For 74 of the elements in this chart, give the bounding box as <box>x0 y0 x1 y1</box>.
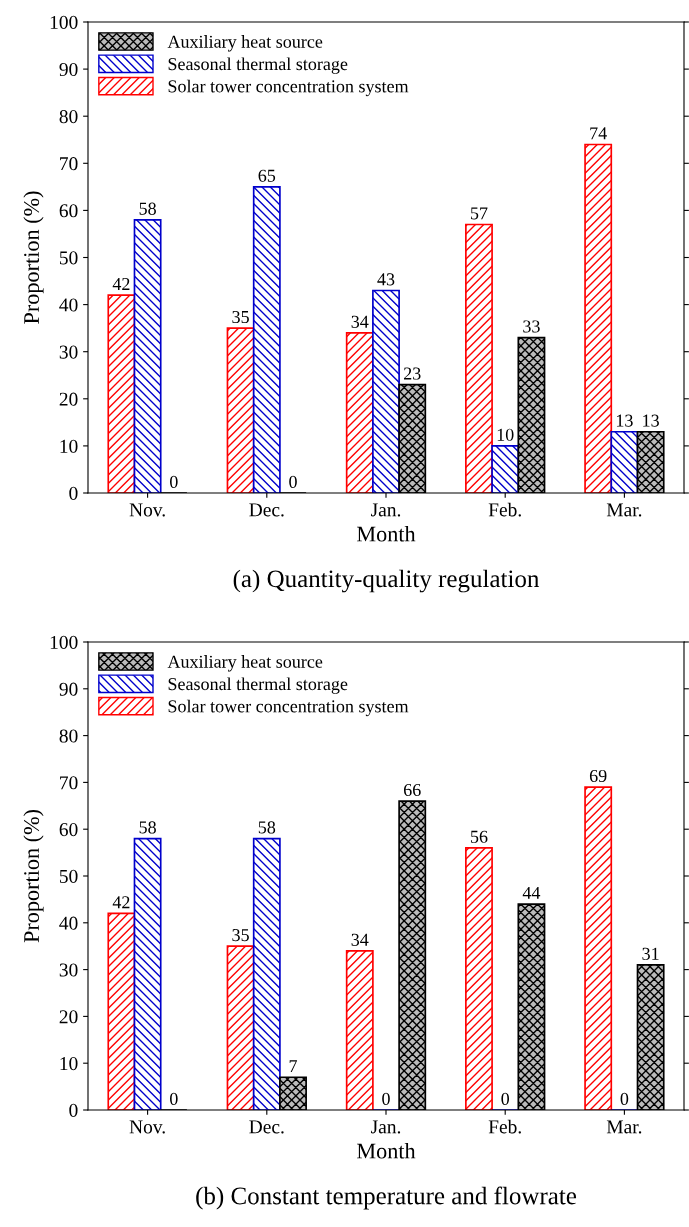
x-tick-label: Nov. <box>129 503 165 517</box>
legend-label: Solar tower concentration system <box>168 79 409 97</box>
x-tick-label: Mar. <box>606 503 642 517</box>
x-tick-label: Mar. <box>606 1120 642 1134</box>
data-label: 23 <box>403 367 421 380</box>
data-label: 7 <box>289 1060 298 1073</box>
y-tick-label: 30 <box>59 345 78 359</box>
legend-label: Seasonal thermal storage <box>168 677 348 694</box>
y-tick-label: 40 <box>59 298 78 312</box>
y-tick-label: 70 <box>60 776 78 790</box>
data-label: 35 <box>232 310 249 324</box>
x-tick-label: Feb. <box>488 502 521 517</box>
y-axis-title: Proportion (%) <box>23 810 44 943</box>
y-tick-label: 70 <box>60 157 78 171</box>
y-tick-label: 90 <box>59 62 78 77</box>
data-label: 0 <box>382 1092 390 1105</box>
y-tick-label: 40 <box>59 916 78 930</box>
data-label: 35 <box>232 929 249 942</box>
y-tick-label: 100 <box>50 15 78 29</box>
x-axis-title: Month <box>357 1142 416 1159</box>
y-tick-label: 20 <box>59 392 78 406</box>
x-axis-title: Month <box>357 525 416 542</box>
legend-label: Solar tower concentration system <box>168 699 409 717</box>
legend-label: Auxiliary heat source <box>167 35 323 52</box>
data-label: 57 <box>471 207 488 220</box>
data-label: 33 <box>523 320 540 333</box>
y-tick-label: 80 <box>59 729 78 743</box>
data-label: 65 <box>258 169 276 182</box>
data-label: 66 <box>403 783 421 797</box>
y-tick-label: 60 <box>59 823 78 837</box>
data-label: 10 <box>497 428 514 441</box>
data-label: 56 <box>471 830 488 843</box>
data-label: 58 <box>139 821 156 834</box>
data-label: 31 <box>642 947 659 960</box>
y-tick-label: 10 <box>60 1057 78 1071</box>
y-tick-label: 60 <box>59 204 78 218</box>
data-label: 58 <box>258 821 276 834</box>
text: (b) Constant temperature and flowrate <box>196 1186 577 1210</box>
data-label: 74 <box>590 127 607 140</box>
y-tick-label: 90 <box>59 682 78 696</box>
data-label: 58 <box>139 202 156 215</box>
data-label: 42 <box>112 896 130 909</box>
data-label: 42 <box>112 277 130 290</box>
legend-label: Auxiliary heat source <box>167 655 323 672</box>
legend-label: Seasonal thermal storage <box>168 57 348 74</box>
y-tick-label: 50 <box>59 869 78 883</box>
data-label: 34 <box>351 933 369 946</box>
data-label: 44 <box>522 886 541 899</box>
data-label: 0 <box>170 475 178 488</box>
y-tick-label: 0 <box>69 486 78 500</box>
data-label: 69 <box>589 769 607 783</box>
y-tick-label: 100 <box>50 635 78 649</box>
y-tick-label: 20 <box>59 1010 78 1024</box>
y-tick-label: 80 <box>59 110 78 124</box>
data-label: 0 <box>620 1092 629 1105</box>
data-label: 0 <box>289 475 297 488</box>
y-tick-label: 50 <box>59 251 78 265</box>
data-label: 13 <box>616 414 633 427</box>
y-tick-label: 10 <box>60 439 78 453</box>
y-tick-label: 0 <box>69 1103 78 1117</box>
x-tick-label: Jan. <box>371 503 401 517</box>
y-tick-label: 30 <box>59 963 78 977</box>
data-label: 43 <box>377 273 395 286</box>
y-axis-title: Proportion (%) <box>23 191 44 324</box>
x-tick-label: Feb. <box>488 1119 521 1134</box>
x-tick-label: Dec. <box>249 1120 284 1134</box>
x-tick-label: Jan. <box>371 1120 401 1134</box>
text: (a) Quantity-quality regulation <box>233 569 540 593</box>
data-label: 0 <box>170 1092 178 1105</box>
data-label: 34 <box>351 315 369 328</box>
x-tick-label: Nov. <box>129 1120 165 1134</box>
x-tick-label: Dec. <box>249 503 284 517</box>
data-label: 0 <box>501 1092 510 1105</box>
data-label: 13 <box>643 414 659 427</box>
